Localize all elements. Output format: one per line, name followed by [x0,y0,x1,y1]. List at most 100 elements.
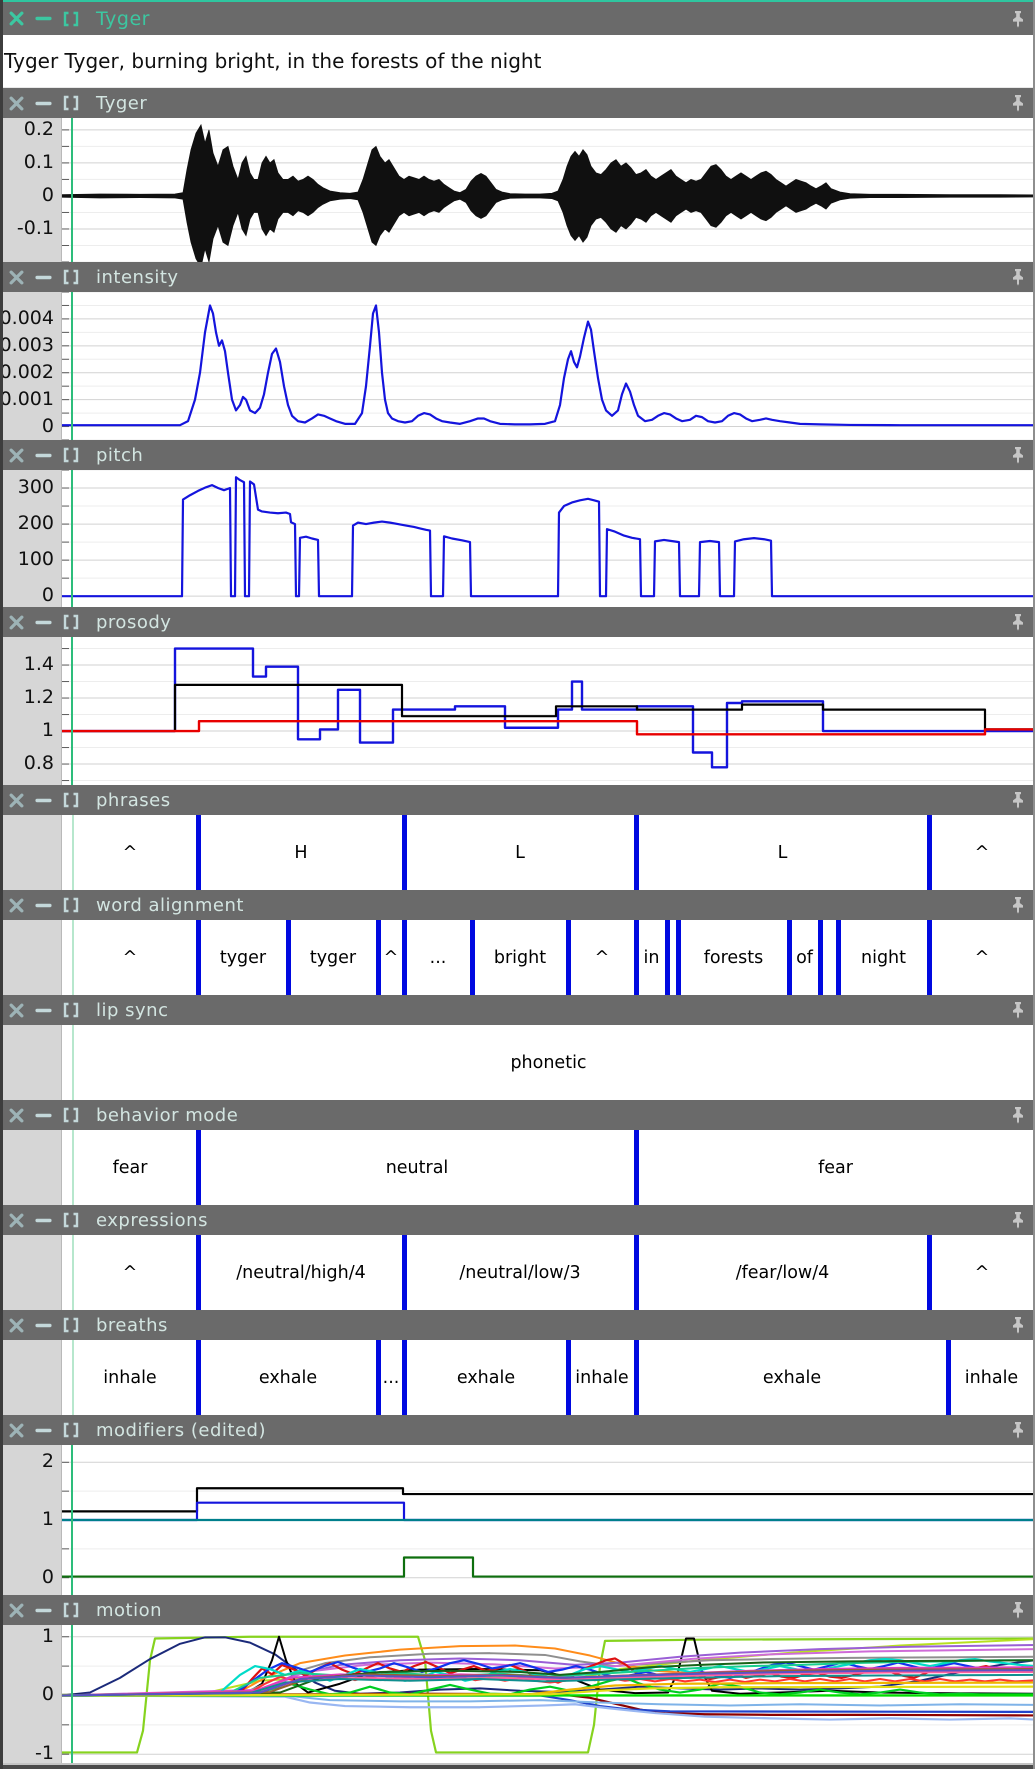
close-icon[interactable] [9,1003,24,1018]
track-segment[interactable]: ^ [122,947,138,968]
track-segment[interactable]: exhale [456,1367,516,1388]
segment-boundary[interactable] [402,920,407,995]
track-segment[interactable]: night [860,947,906,968]
track-segment[interactable]: in [643,947,660,968]
maximize-icon[interactable] [63,1107,79,1123]
minimize-icon[interactable] [35,11,52,26]
track-segment[interactable]: ^ [594,947,610,968]
minimize-icon[interactable] [35,615,52,630]
track-segment[interactable]: neutral [385,1157,449,1178]
waveform-plot[interactable]: 0.2 0.1 0 -0.1 [0,118,1035,262]
track-segment[interactable]: forests [703,947,764,968]
segment-boundary[interactable] [634,1235,639,1310]
track-segment[interactable]: inhale [575,1367,629,1388]
minimize-icon[interactable] [35,270,52,285]
track-segment[interactable]: L [777,842,788,863]
track-segment[interactable]: ^ [974,1262,990,1283]
track-segment[interactable]: /neutral/low/3 [459,1262,581,1283]
maximize-icon[interactable] [63,95,79,111]
close-icon[interactable] [9,270,24,285]
track-segment[interactable]: exhale [258,1367,318,1388]
track-segment[interactable]: exhale [762,1367,822,1388]
maximize-icon[interactable] [63,1317,79,1333]
intensity-canvas[interactable] [62,292,1035,440]
horizontal-scrollbar[interactable] [0,1763,1035,1769]
maximize-icon[interactable] [63,11,79,27]
track-segment[interactable]: ... [429,947,447,968]
close-icon[interactable] [9,898,24,913]
minimize-icon[interactable] [35,1318,52,1333]
expressions-track[interactable]: ^ /neutral/high/4/neutral/low/3/fear/low/… [0,1235,1035,1310]
track-segment[interactable]: inhale [964,1367,1019,1388]
modifiers (edited)-canvas[interactable] [62,1445,1035,1595]
close-icon[interactable] [9,1213,24,1228]
maximize-icon[interactable] [63,1212,79,1228]
modifiers-plot[interactable]: 2 1 0 [0,1445,1035,1595]
pin-icon[interactable] [1011,1601,1025,1619]
close-icon[interactable] [9,1318,24,1333]
track-segment[interactable]: tyger [219,947,267,968]
pin-icon[interactable] [1011,1106,1025,1124]
pin-icon[interactable] [1011,1211,1025,1229]
minimize-icon[interactable] [35,1213,52,1228]
track-segment[interactable]: of [796,947,813,968]
pin-icon[interactable] [1011,896,1025,914]
segment-boundary[interactable] [402,1340,407,1415]
maximize-icon[interactable] [63,447,79,463]
segment-boundary[interactable] [927,920,932,995]
segment-boundary[interactable] [566,1340,571,1415]
segment-boundary[interactable] [787,920,792,995]
pin-icon[interactable] [1011,1001,1025,1019]
pin-icon[interactable] [1011,613,1025,631]
segment-boundary[interactable] [376,920,381,995]
track-segment[interactable]: ... [382,1367,400,1388]
segment-boundary[interactable] [665,920,670,995]
prosody-canvas[interactable] [62,637,1035,785]
minimize-icon[interactable] [35,1603,52,1618]
segment-boundary[interactable] [818,920,823,995]
minimize-icon[interactable] [35,793,52,808]
segment-boundary[interactable] [470,920,475,995]
segment-boundary[interactable] [286,920,291,995]
maximize-icon[interactable] [63,1422,79,1438]
track-segment[interactable]: phonetic [510,1052,587,1073]
segment-boundary[interactable] [566,920,571,995]
maximize-icon[interactable] [63,269,79,285]
segment-boundary[interactable] [927,815,932,890]
minimize-icon[interactable] [35,96,52,111]
close-icon[interactable] [9,1108,24,1123]
pitch-canvas[interactable] [62,470,1035,607]
track-segment[interactable]: H [294,842,308,863]
segment-boundary[interactable] [634,1340,639,1415]
motion-plot[interactable]: 1 0 -1 [0,1625,1035,1763]
close-icon[interactable] [9,1423,24,1438]
segment-boundary[interactable] [927,1235,932,1310]
track-segment[interactable]: ^ [122,842,138,863]
close-icon[interactable] [9,448,24,463]
track-segment[interactable]: L [515,842,525,863]
phrases-track[interactable]: ^ H L L ^ [0,815,1035,890]
segment-boundary[interactable] [196,1235,201,1310]
segment-boundary[interactable] [676,920,681,995]
segment-boundary[interactable] [196,1130,201,1205]
breaths-track[interactable]: inhale exhale... exhale inhale exhale inhale [0,1340,1035,1415]
prosody-plot[interactable]: 1.4 1.2 1 0.8 [0,637,1035,785]
lip-sync-track[interactable]: phonetic [0,1025,1035,1100]
track-segment[interactable]: ^ [974,947,990,968]
pin-icon[interactable] [1011,10,1025,28]
intensity-plot[interactable]: 0.004 0.003 0.002 0.001 0 [0,292,1035,440]
track-segment[interactable]: /neutral/high/4 [236,1262,366,1283]
pin-icon[interactable] [1011,94,1025,112]
track-segment[interactable]: bright [493,947,547,968]
segment-boundary[interactable] [402,815,407,890]
segment-boundary[interactable] [402,1235,407,1310]
motion-canvas[interactable] [62,1625,1035,1763]
track-segment[interactable]: inhale [103,1367,157,1388]
behavior-mode-track[interactable]: fear neutral fear [0,1130,1035,1205]
pin-icon[interactable] [1011,791,1025,809]
close-icon[interactable] [9,615,24,630]
track-segment[interactable]: ^ [974,842,990,863]
maximize-icon[interactable] [63,792,79,808]
pin-icon[interactable] [1011,268,1025,286]
maximize-icon[interactable] [63,897,79,913]
